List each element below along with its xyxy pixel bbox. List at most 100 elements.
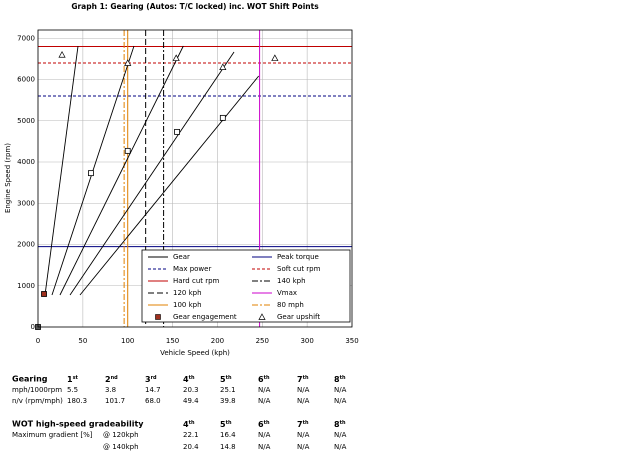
table-cell: N/A: [258, 397, 271, 405]
x-axis-label: Vehicle Speed (kph): [160, 349, 230, 357]
y-tick-label: 6000: [17, 76, 35, 84]
table-cell: 14.8: [220, 443, 236, 451]
table-cell: N/A: [258, 386, 271, 394]
column-header: 4th: [183, 375, 195, 384]
ordinal-suffix: th: [340, 420, 346, 426]
x-tick-label: 50: [78, 337, 87, 345]
table-cell: N/A: [334, 443, 347, 451]
column-header: 5th: [220, 420, 232, 429]
legend-label: 140 kph: [277, 277, 306, 285]
upshift-marker: [219, 63, 227, 70]
legend-label: Peak torque: [277, 253, 319, 261]
ordinal-number: 7: [297, 420, 303, 429]
ordinal-number: 1: [67, 375, 73, 384]
ordinal-number: 8: [334, 375, 340, 384]
table-title: WOT high-speed gradeability: [12, 420, 144, 429]
engagement-marker: [124, 147, 131, 154]
gear-line: [69, 51, 235, 296]
ordinal-suffix: th: [226, 375, 232, 381]
legend-label: 80 mph: [277, 301, 304, 309]
ordinal-suffix: th: [264, 420, 270, 426]
table-cell: N/A: [258, 431, 271, 439]
y-tick-label: 7000: [17, 34, 35, 42]
row-speed: @ 120kph: [103, 431, 139, 439]
x-tick-label: 350: [345, 337, 358, 345]
ordinal-suffix: th: [303, 420, 309, 426]
table-cell: 20.3: [183, 386, 199, 394]
gear-line: [59, 45, 184, 296]
ordinal-number: 2: [105, 375, 111, 384]
engagement-marker: [219, 114, 226, 121]
ordinal-number: 5: [220, 375, 226, 384]
plot-border: [37, 29, 353, 328]
ordinal-number: 5: [220, 420, 226, 429]
row-label: Maximum gradient [%]: [12, 431, 93, 439]
legend-symbol: [155, 314, 161, 320]
table-cell: N/A: [297, 443, 310, 451]
table-cell: 5.5: [67, 386, 78, 394]
table-cell: N/A: [258, 443, 271, 451]
table-cell: N/A: [297, 386, 310, 394]
ordinal-number: 7: [297, 375, 303, 384]
table-cell: 39.8: [220, 397, 236, 405]
ordinal-suffix: th: [189, 375, 195, 381]
y-tick-label: 5000: [17, 117, 35, 125]
table-cell: 20.4: [183, 443, 199, 451]
table-cell: 101.7: [105, 397, 125, 405]
column-header: 4th: [183, 420, 195, 429]
column-header: 8th: [334, 375, 346, 384]
upshift-marker: [271, 54, 279, 61]
table-cell: N/A: [334, 431, 347, 439]
ordinal-number: 4: [183, 420, 189, 429]
ordinal-number: 8: [334, 420, 340, 429]
column-header: 7th: [297, 420, 309, 429]
engagement-marker: [88, 170, 94, 177]
y-tick-label: 4000: [17, 158, 35, 166]
column-header: 5th: [220, 375, 232, 384]
gear-line: [44, 45, 79, 296]
ordinal-number: 6: [258, 375, 264, 384]
ordinal-number: 4: [183, 375, 189, 384]
table-title: Gearing: [12, 375, 48, 384]
legend-label: Vmax: [277, 289, 297, 297]
x-tick-label: 100: [121, 337, 134, 345]
y-tick-label: 0: [31, 323, 35, 331]
ordinal-suffix: nd: [111, 375, 119, 381]
x-tick-label: 300: [300, 337, 313, 345]
legend-label: Hard cut rpm: [173, 277, 220, 285]
column-header: 1st: [67, 375, 79, 384]
table-cell: N/A: [334, 386, 347, 394]
y-tick-label: 2000: [17, 241, 35, 249]
table-cell: 16.4: [220, 431, 236, 439]
upshift-marker: [172, 54, 180, 61]
x-tick-label: 0: [36, 337, 40, 345]
x-tick-label: 250: [256, 337, 269, 345]
legend-label: Soft cut rpm: [277, 265, 321, 273]
upshift-marker: [58, 51, 66, 58]
legend-label: Gear upshift: [277, 313, 320, 321]
row-label: n/v (rpm/mph): [12, 397, 63, 405]
legend-box: [141, 249, 351, 323]
table-cell: 3.8: [105, 386, 116, 394]
ordinal-suffix: st: [73, 375, 79, 381]
column-header: 3rd: [145, 375, 157, 384]
ordinal-suffix: th: [264, 375, 270, 381]
ordinal-suffix: rd: [151, 375, 157, 381]
legend-label: Gear engagement: [173, 313, 237, 321]
ordinal-suffix: th: [340, 375, 346, 381]
table-cell: N/A: [334, 397, 347, 405]
column-header: 8th: [334, 420, 346, 429]
row-label: mph/1000rpm: [12, 386, 62, 394]
legend-label: Gear: [173, 253, 190, 261]
table-cell: N/A: [297, 397, 310, 405]
engagement-marker: [174, 128, 180, 135]
ordinal-number: 6: [258, 420, 264, 429]
table-cell: N/A: [297, 431, 310, 439]
legend-label: 120 kph: [173, 289, 202, 297]
row-speed: @ 140kph: [103, 443, 139, 451]
y-tick-label: 1000: [17, 282, 35, 290]
gear-line: [79, 75, 260, 296]
table-cell: 22.1: [183, 431, 199, 439]
legend-symbol: [258, 313, 266, 320]
